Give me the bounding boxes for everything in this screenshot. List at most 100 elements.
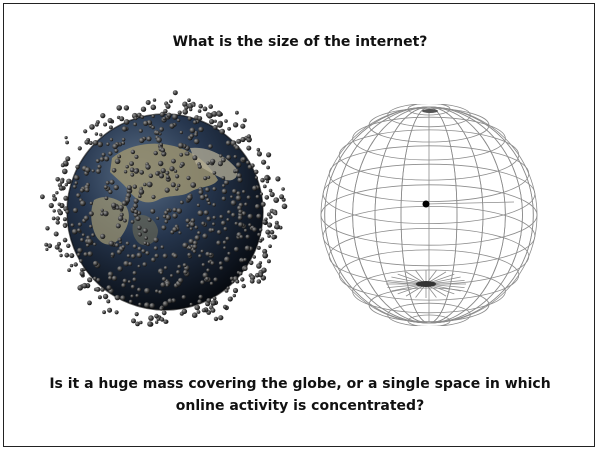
activity-dot [187, 252, 192, 257]
activity-dot [236, 191, 241, 196]
activity-dot [104, 156, 110, 162]
activity-dot [198, 254, 202, 258]
activity-dot [182, 109, 188, 115]
activity-dot [247, 164, 253, 170]
activity-dot [159, 142, 163, 147]
activity-dot [192, 155, 198, 161]
activity-dot [127, 280, 131, 284]
activity-dot [83, 215, 89, 221]
activity-dot [64, 136, 68, 140]
activity-dot [85, 243, 90, 248]
activity-dot [206, 298, 212, 303]
activity-dot [177, 142, 184, 149]
activity-dot [54, 244, 60, 250]
activity-dot [208, 144, 213, 149]
activity-dot [156, 216, 160, 220]
activity-dot [159, 306, 164, 311]
activity-dot [163, 266, 168, 270]
activity-dot [58, 185, 64, 191]
activity-dot [252, 185, 258, 191]
activity-dot [84, 139, 90, 145]
activity-dot [132, 270, 137, 276]
activity-dot [100, 113, 106, 119]
activity-dot [202, 233, 208, 239]
activity-dot [235, 110, 239, 115]
activity-dot [257, 232, 261, 237]
activity-dot [84, 187, 90, 193]
activity-dot [62, 237, 68, 243]
activity-dot [206, 161, 210, 165]
activity-dots [40, 90, 288, 327]
activity-dot [172, 90, 178, 96]
activity-dot [162, 301, 169, 307]
activity-dot [201, 221, 206, 226]
activity-dot [194, 235, 200, 241]
activity-dot [59, 179, 65, 184]
activity-dot [69, 253, 75, 259]
activity-dot [58, 210, 63, 216]
activity-dot [83, 129, 88, 134]
activity-dot [67, 268, 71, 272]
activity-dot [240, 277, 245, 282]
activity-dot [95, 286, 101, 292]
activity-dot [145, 251, 150, 256]
activity-dot [108, 125, 113, 130]
activity-dot [232, 122, 239, 128]
activity-dot [232, 293, 236, 298]
activity-dot [91, 169, 95, 173]
activity-dot [207, 175, 211, 179]
activity-dot [99, 156, 105, 162]
activity-dot [187, 98, 191, 102]
activity-dot [233, 246, 239, 252]
activity-dot [191, 312, 198, 318]
activity-dot [238, 209, 243, 214]
activity-dot [258, 239, 262, 243]
activity-dot [80, 268, 84, 272]
radius-line [425, 201, 515, 205]
activity-dot [111, 275, 118, 281]
activity-dot [262, 248, 268, 254]
activity-dot [217, 161, 223, 167]
activity-dot [264, 195, 270, 200]
activity-dot [182, 101, 188, 107]
activity-dot [248, 223, 252, 227]
activity-dot [142, 262, 147, 267]
activity-dot [281, 187, 285, 191]
activity-dot [227, 126, 232, 131]
activity-dot [240, 136, 246, 143]
activity-dot [132, 244, 137, 249]
activity-dot [269, 191, 275, 198]
activity-dot [154, 253, 159, 258]
activity-dot [133, 209, 139, 214]
activity-dot [66, 178, 72, 184]
activity-dot [281, 203, 288, 210]
activity-dot [164, 187, 170, 193]
activity-dot [219, 266, 224, 271]
activity-dot [226, 218, 230, 222]
activity-dot [238, 271, 243, 276]
activity-dot [238, 222, 244, 228]
activity-dot [103, 122, 108, 127]
activity-dot [77, 222, 82, 227]
activity-dot [162, 214, 167, 219]
activity-dot [201, 308, 206, 313]
activity-dot [143, 120, 149, 126]
activity-dot [185, 218, 190, 223]
activity-dot [198, 190, 204, 195]
activity-dot [108, 151, 113, 156]
activity-dot [269, 229, 275, 235]
activity-dot [248, 260, 254, 266]
activity-dot [134, 312, 139, 317]
activity-dot [135, 293, 139, 298]
activity-dot [212, 171, 217, 175]
activity-dot [239, 235, 244, 239]
activity-dot [74, 175, 80, 181]
activity-dot [273, 211, 278, 216]
activity-dot [111, 202, 117, 208]
activity-dot [130, 284, 135, 289]
activity-dot [262, 184, 267, 189]
activity-dot [95, 158, 100, 163]
activity-dot [166, 208, 170, 212]
activity-dot [162, 116, 166, 121]
activity-dot [176, 118, 181, 122]
